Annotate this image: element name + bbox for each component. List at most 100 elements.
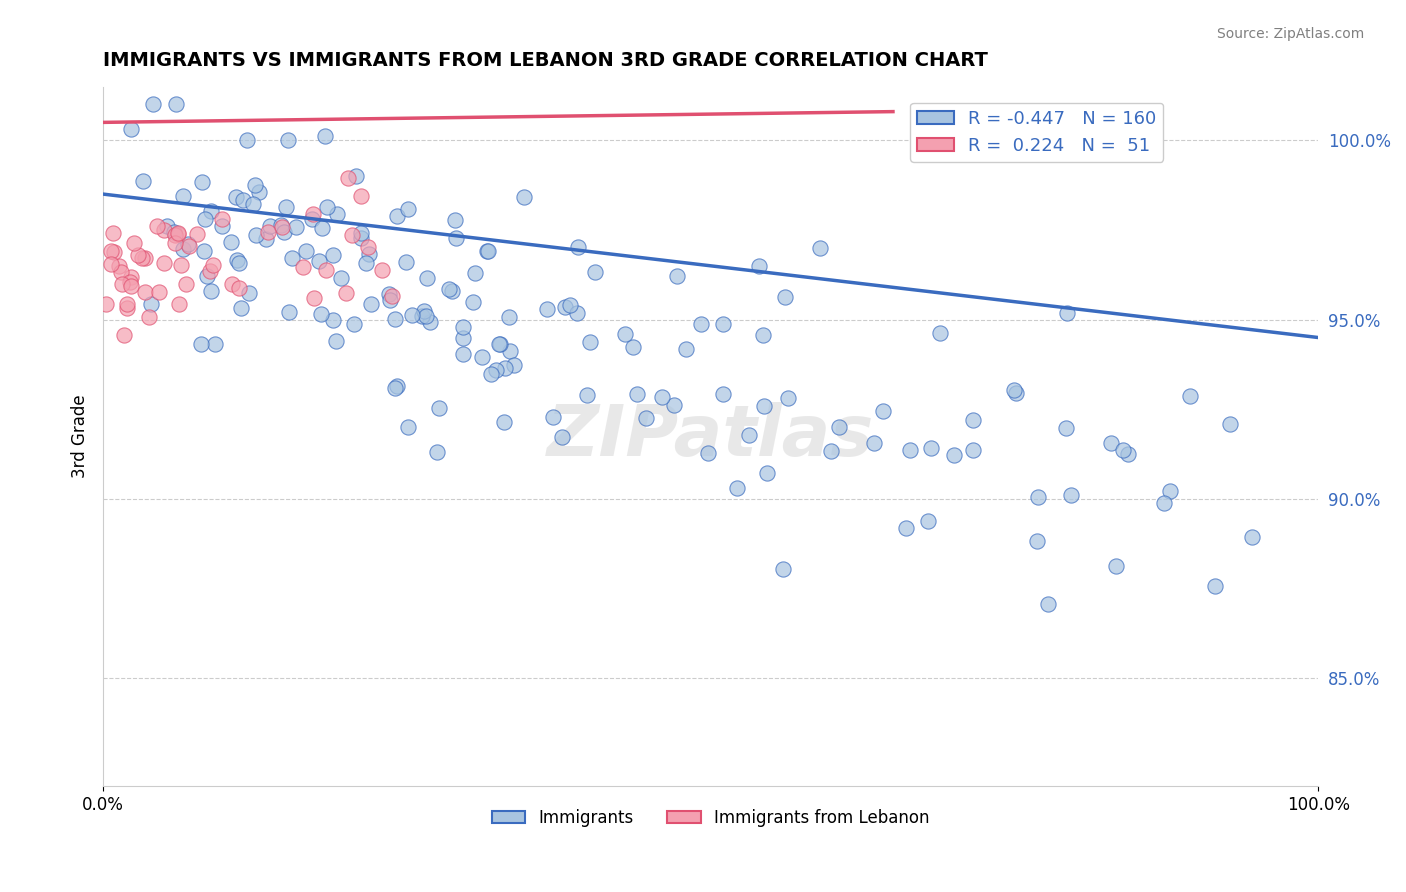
Point: [662, 398, 685, 412]
Point: [1056, 305, 1078, 319]
Point: [139, 296, 162, 310]
Point: [872, 404, 894, 418]
Point: [236, 133, 259, 147]
Point: [1153, 496, 1175, 510]
Point: [270, 218, 292, 232]
Point: [103, 226, 125, 240]
Point: [614, 326, 637, 341]
Point: [302, 207, 325, 221]
Point: [115, 297, 138, 311]
Point: [426, 445, 449, 459]
Point: [326, 207, 349, 221]
Point: [898, 442, 921, 457]
Point: [565, 306, 588, 320]
Point: [120, 279, 142, 293]
Point: [1180, 388, 1202, 402]
Point: [259, 219, 281, 234]
Point: [1240, 530, 1263, 544]
Point: [314, 129, 336, 144]
Point: [278, 305, 301, 319]
Point: [167, 297, 190, 311]
Point: [163, 227, 186, 242]
Point: [337, 170, 360, 185]
Point: [494, 360, 516, 375]
Point: [245, 227, 267, 242]
Point: [755, 466, 778, 480]
Point: [177, 237, 200, 252]
Point: [711, 317, 734, 331]
Point: [256, 225, 278, 239]
Point: [111, 277, 134, 291]
Point: [738, 427, 761, 442]
Point: [1116, 447, 1139, 461]
Point: [378, 287, 401, 301]
Point: [100, 244, 122, 258]
Point: [201, 258, 224, 272]
Point: [242, 197, 264, 211]
Point: [773, 289, 796, 303]
Point: [752, 400, 775, 414]
Point: [132, 173, 155, 187]
Point: [464, 266, 486, 280]
Point: [1159, 483, 1181, 498]
Point: [120, 269, 142, 284]
Point: [412, 304, 434, 318]
Point: [344, 169, 367, 183]
Point: [541, 410, 564, 425]
Point: [778, 391, 800, 405]
Point: [219, 235, 242, 249]
Legend: Immigrants, Immigrants from Lebanon: Immigrants, Immigrants from Lebanon: [485, 802, 936, 833]
Point: [488, 337, 510, 351]
Point: [172, 242, 194, 256]
Point: [1204, 579, 1226, 593]
Point: [311, 220, 333, 235]
Point: [228, 256, 250, 270]
Point: [273, 225, 295, 239]
Y-axis label: 3rd Grade: 3rd Grade: [72, 394, 89, 478]
Point: [200, 203, 222, 218]
Point: [378, 293, 401, 307]
Point: [665, 268, 688, 283]
Point: [103, 245, 125, 260]
Point: [962, 442, 984, 457]
Point: [280, 251, 302, 265]
Point: [416, 271, 439, 285]
Point: [335, 285, 357, 300]
Point: [427, 401, 450, 415]
Point: [385, 209, 408, 223]
Point: [536, 301, 558, 316]
Point: [401, 308, 423, 322]
Point: [863, 436, 886, 450]
Point: [1026, 491, 1049, 505]
Point: [808, 241, 831, 255]
Text: ZIPatlas: ZIPatlas: [547, 401, 875, 471]
Point: [443, 213, 465, 227]
Point: [238, 286, 260, 301]
Point: [148, 285, 170, 299]
Point: [1036, 598, 1059, 612]
Point: [513, 190, 536, 204]
Point: [120, 121, 142, 136]
Point: [190, 336, 212, 351]
Point: [920, 441, 942, 455]
Point: [725, 481, 748, 495]
Point: [492, 415, 515, 429]
Point: [711, 386, 734, 401]
Point: [153, 223, 176, 237]
Point: [350, 226, 373, 240]
Point: [225, 190, 247, 204]
Point: [381, 289, 404, 303]
Point: [156, 219, 179, 233]
Point: [1002, 383, 1025, 397]
Point: [696, 446, 718, 460]
Point: [440, 285, 463, 299]
Point: [917, 514, 939, 528]
Point: [357, 246, 380, 260]
Point: [583, 265, 606, 279]
Point: [276, 200, 298, 214]
Point: [193, 244, 215, 258]
Point: [772, 562, 794, 576]
Point: [112, 328, 135, 343]
Point: [1105, 558, 1128, 573]
Point: [479, 367, 502, 381]
